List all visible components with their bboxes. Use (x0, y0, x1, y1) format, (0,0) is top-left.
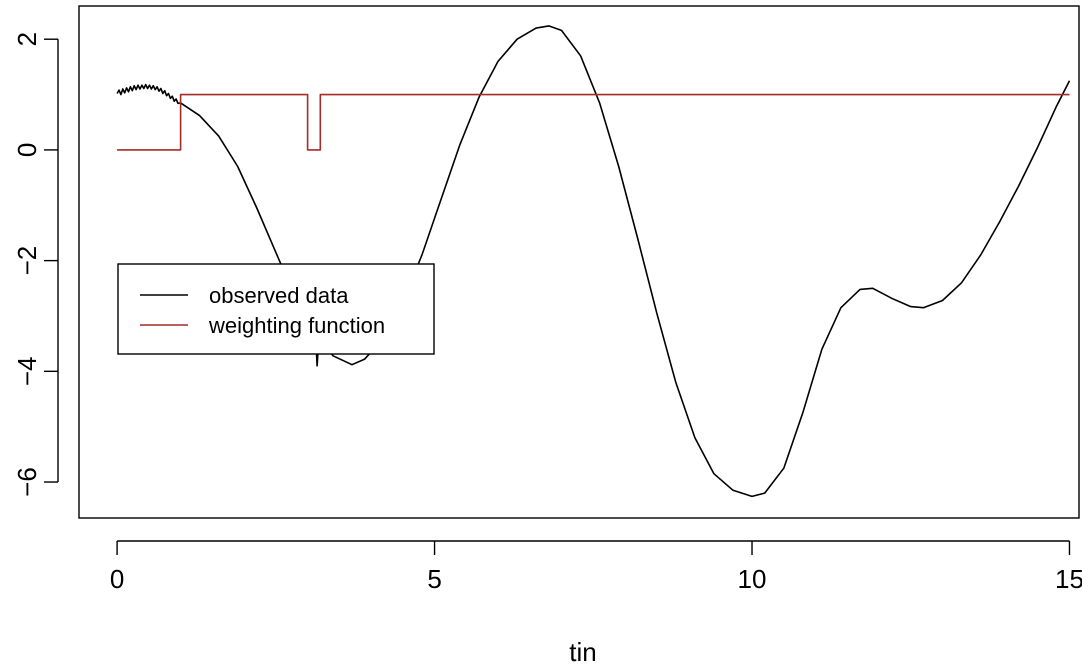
series-line-1 (117, 95, 1069, 150)
y-axis: 2 0 −2 −4 −6 (12, 32, 58, 497)
legend-label-0: observed data (209, 283, 349, 308)
x-tick-label: 10 (738, 564, 767, 594)
y-tick-label: −6 (12, 467, 42, 497)
legend: observed data weighting function (118, 264, 434, 354)
legend-label-1: weighting function (208, 313, 385, 338)
legend-box (118, 264, 434, 354)
plot-frame (79, 6, 1079, 518)
x-tick-label: 5 (427, 564, 441, 594)
y-tick-label: −4 (12, 356, 42, 386)
y-tick-label: 2 (12, 32, 42, 46)
x-tick-label: 0 (110, 564, 124, 594)
x-axis: 0 5 10 15 (110, 541, 1082, 594)
series-layer (117, 26, 1069, 497)
y-tick-label: −2 (12, 246, 42, 276)
y-tick-label: 0 (12, 143, 42, 157)
x-axis-title: tin (569, 637, 596, 667)
x-tick-label: 15 (1055, 564, 1082, 594)
series-line-0 (117, 26, 1069, 497)
